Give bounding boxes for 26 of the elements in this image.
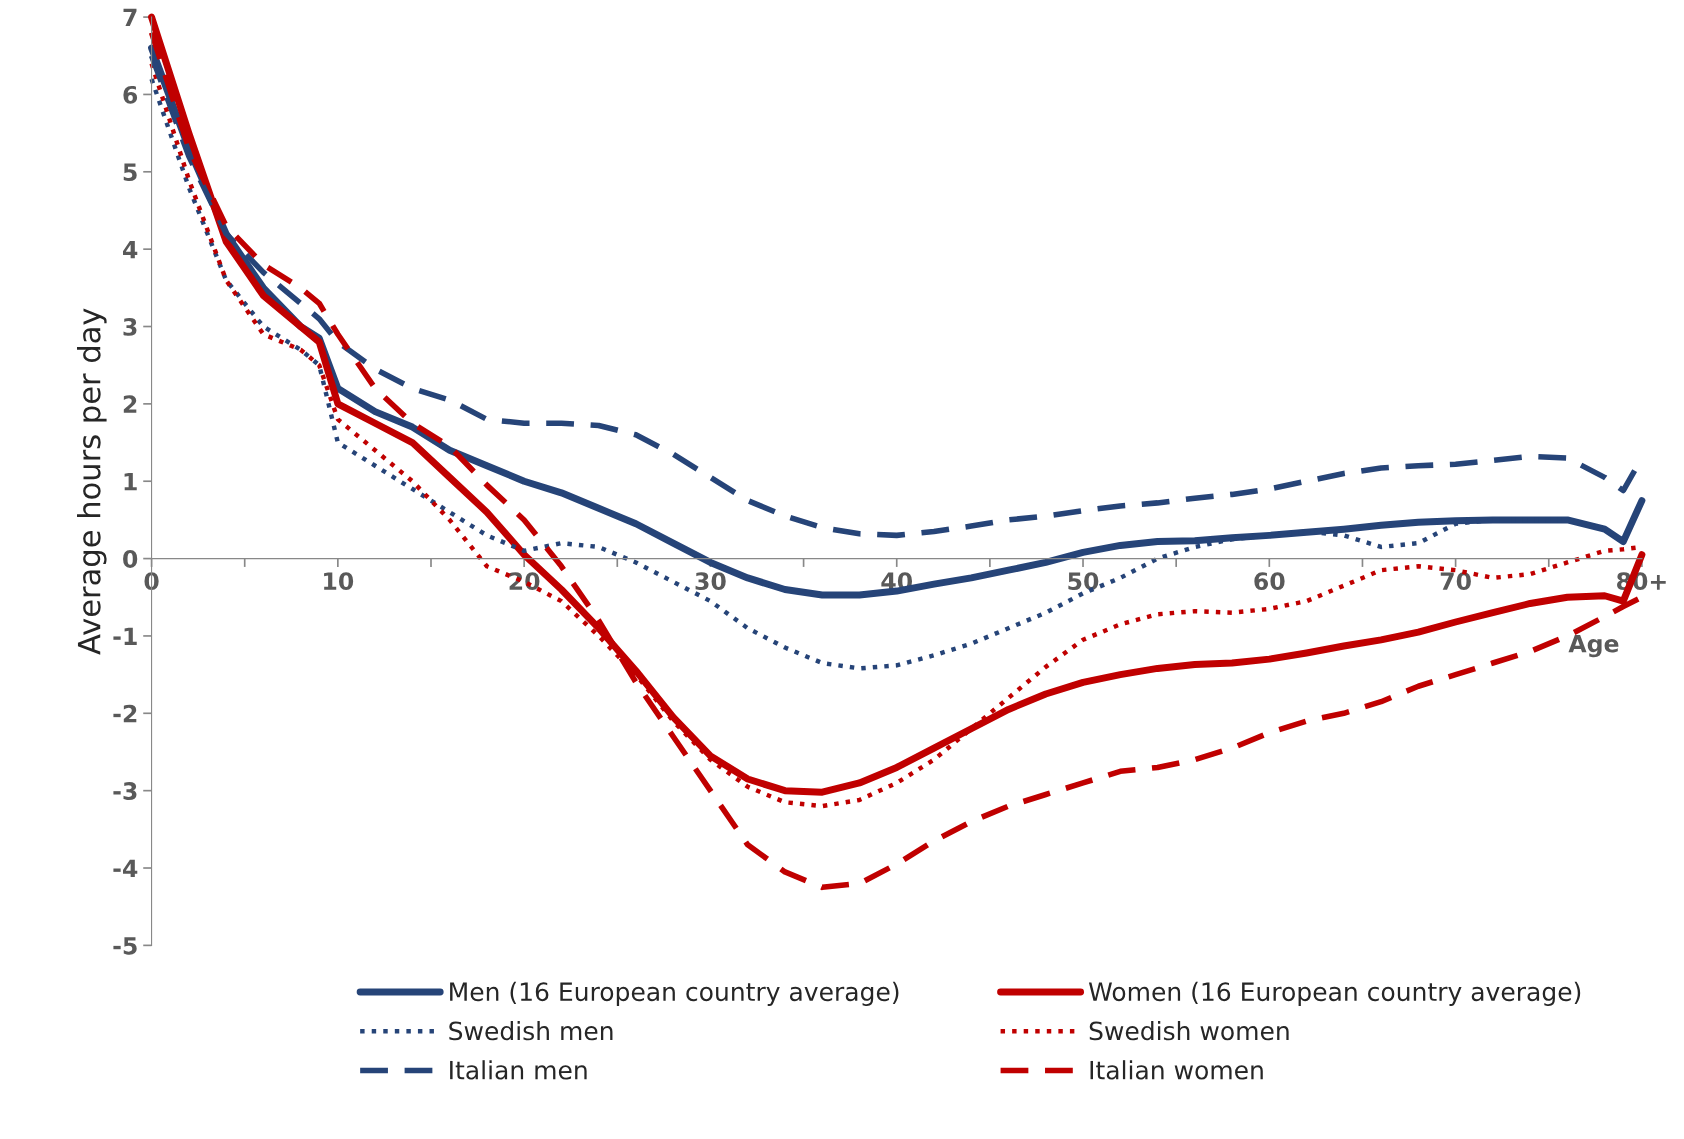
y-tick-label: 6 (123, 85, 138, 104)
x-tick-label: 10 (324, 572, 354, 591)
y-tick-label: 2 (123, 395, 137, 413)
y-tick-label: 1 (124, 472, 137, 491)
y-tick-label: -5 (113, 937, 137, 955)
y-tick-label: -1 (113, 627, 137, 645)
y-tick-label: -4 (113, 859, 138, 877)
y-tick-label: 5 (123, 163, 137, 182)
legend-label: Women (16 European country average) (1088, 981, 1581, 1006)
y-tick-label: -2 (113, 704, 137, 723)
x-tick-label: 30 (695, 572, 726, 591)
y-tick-label: 4 (123, 240, 138, 259)
x-tick-label: 70 (1440, 572, 1471, 591)
x-tick-label: 60 (1254, 572, 1285, 591)
y-axis-title: Average hours per day (77, 308, 107, 655)
legend-label: Italian men (450, 1060, 587, 1080)
legend-label: Swedish women (1089, 1020, 1289, 1041)
y-tick-label: -3 (113, 782, 137, 800)
y-tick-label: 0 (123, 550, 138, 568)
legend-label: Italian women (1090, 1060, 1263, 1080)
legend-label: Men (16 European country average) (450, 981, 899, 1006)
y-tick-label: 3 (123, 317, 137, 336)
y-tick-label: 7 (123, 8, 137, 27)
legend-label: Swedish men (449, 1020, 613, 1041)
x-axis-title: Age (1568, 634, 1619, 658)
x-tick-label: 50 (1068, 572, 1099, 591)
